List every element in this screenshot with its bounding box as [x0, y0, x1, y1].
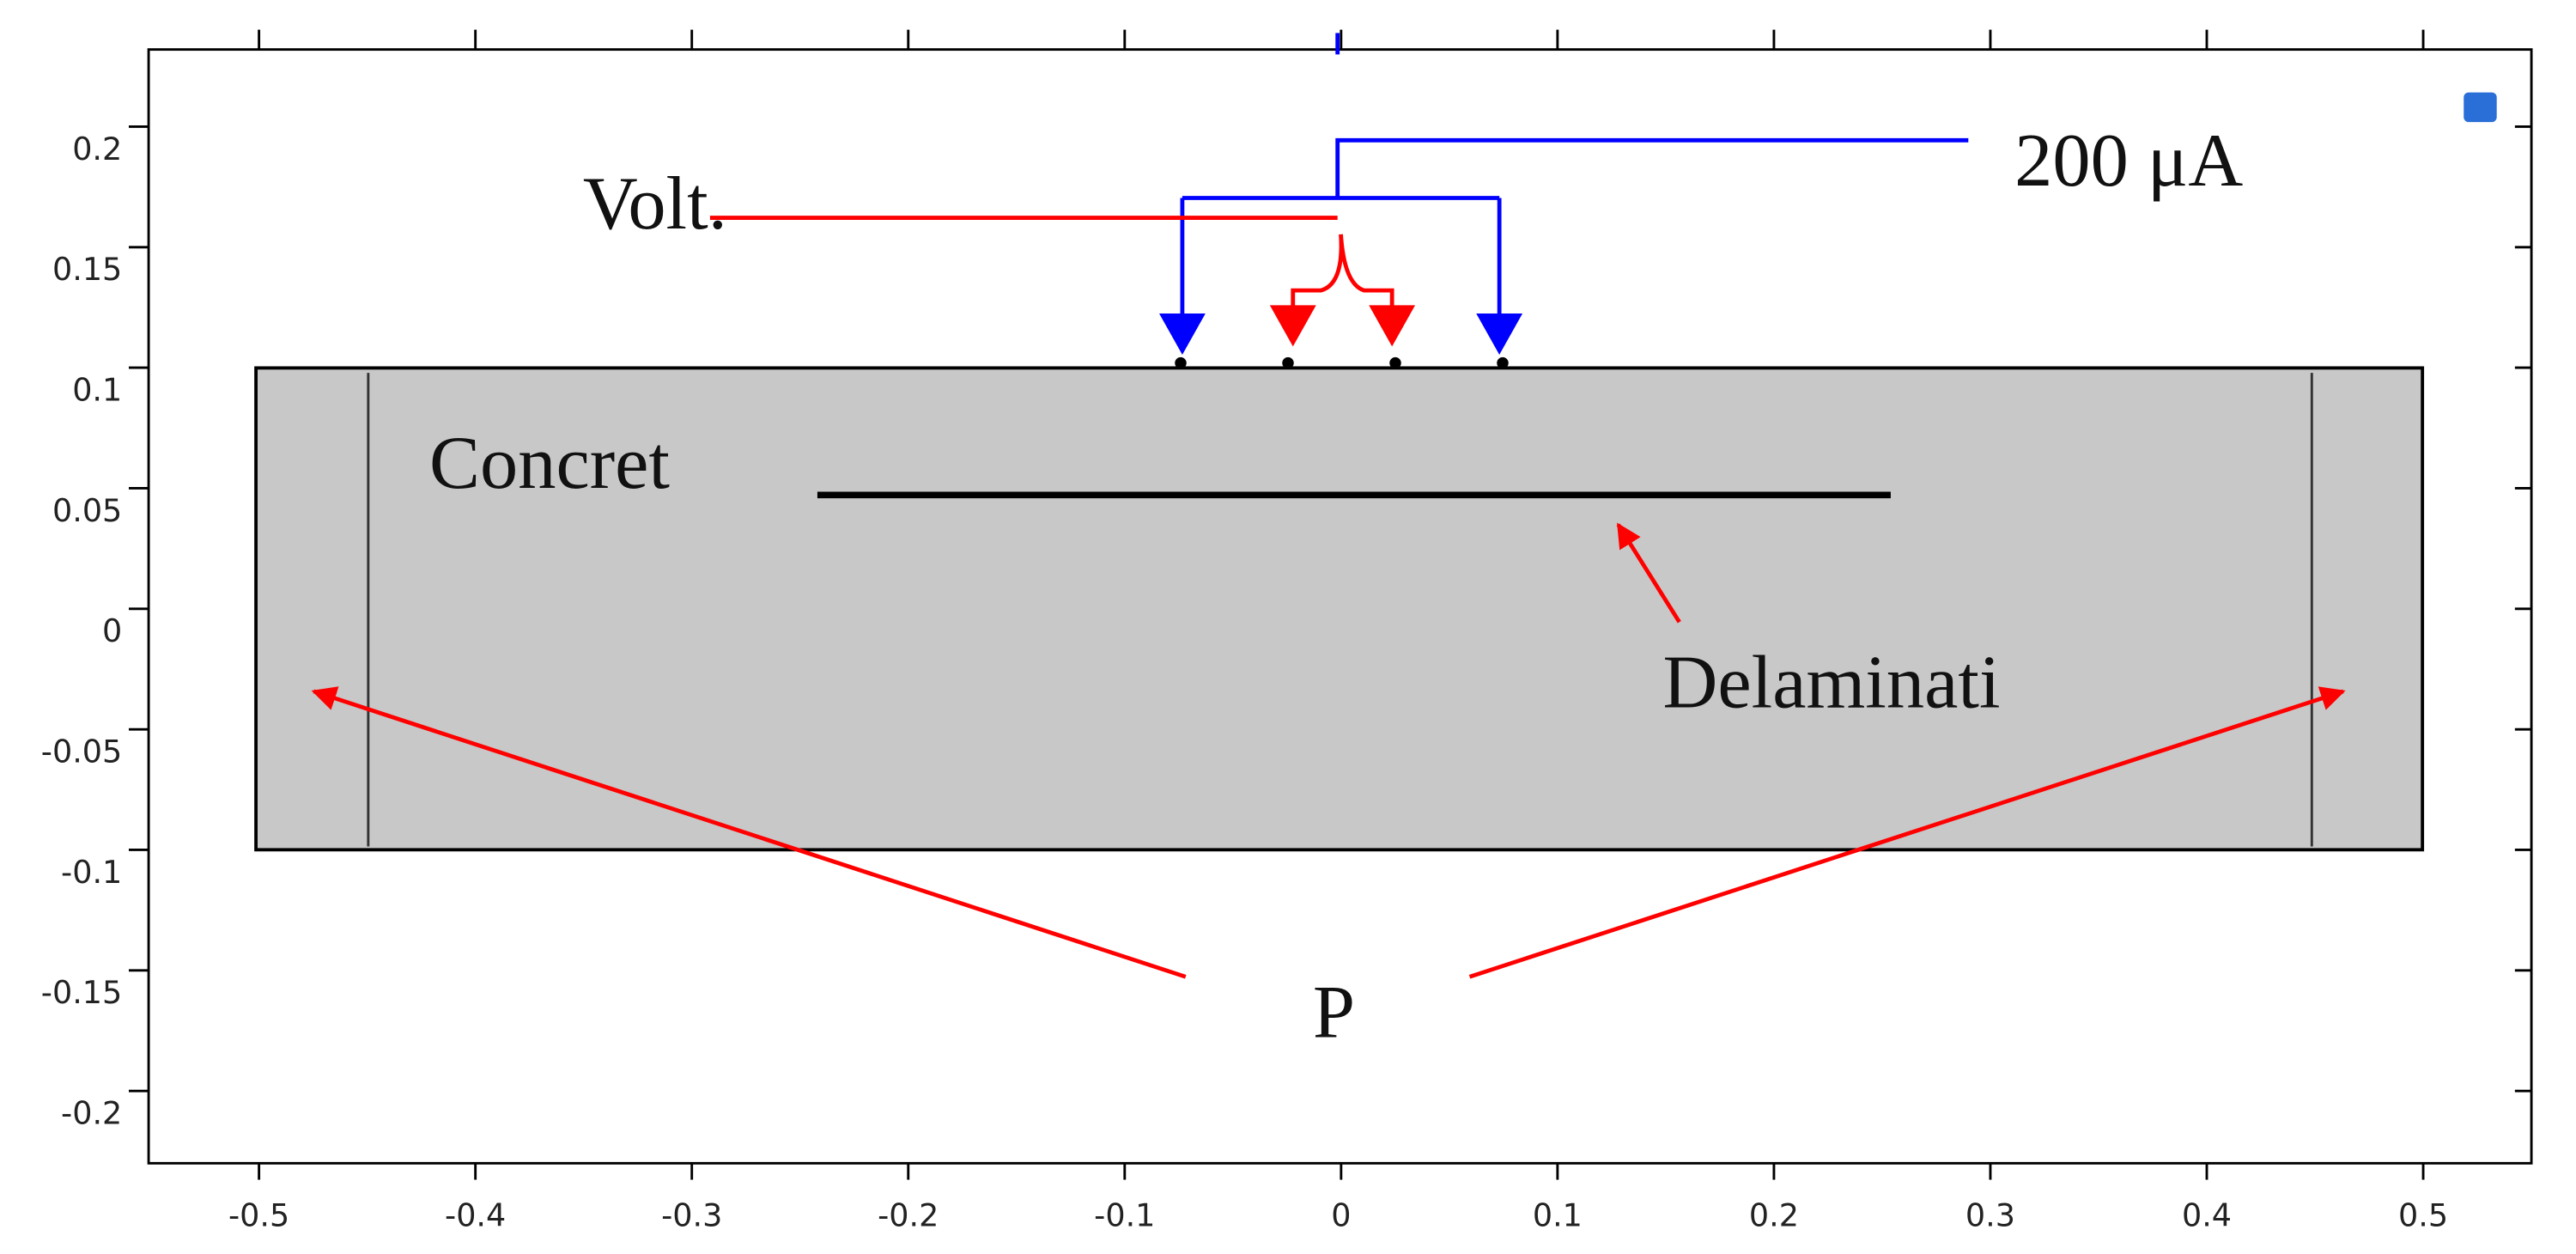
x-tick-label: 0.5 [2398, 1196, 2448, 1233]
probes-label: P [1313, 971, 1355, 1055]
x-tick-label: 0.2 [1749, 1196, 1799, 1233]
x-tick-label: -0.3 [661, 1196, 722, 1233]
y-tick-label: 0.2 [72, 131, 122, 167]
y-tick-label: -0.2 [61, 1095, 122, 1132]
x-tick-label: -0.5 [228, 1196, 289, 1233]
y-tick-label: 0.15 [52, 251, 122, 288]
pointer-arrows [311, 522, 2346, 979]
current-arrowheads [1159, 314, 1523, 356]
x-tick-label: 0.3 [1965, 1196, 2015, 1233]
y-tick-label: 0 [102, 612, 122, 649]
concrete-label: Concret [429, 421, 670, 505]
voltage-wiring [709, 216, 1394, 311]
x-tick-label: -0.1 [1094, 1196, 1155, 1233]
y-tick-label: -0.1 [61, 854, 122, 891]
x-tick-label: 0.4 [2182, 1196, 2232, 1233]
x-tick-label: -0.4 [445, 1196, 506, 1233]
concrete-block [254, 366, 2425, 852]
x-tick-label: 0.1 [1533, 1196, 1583, 1233]
x-tick-label: -0.2 [878, 1196, 939, 1233]
y-tick-label: 0.05 [52, 492, 122, 529]
current-wiring [1180, 33, 1969, 317]
app-icon [2464, 92, 2497, 123]
voltage-arrowheads [1269, 305, 1416, 347]
y-tick-label: 0.1 [72, 372, 122, 409]
electrodes [1175, 356, 1509, 369]
voltage-label: Volt. [583, 161, 727, 246]
x-tick-label: 0 [1331, 1196, 1351, 1233]
y-tick-label: -0.15 [41, 974, 123, 1011]
delamination-label: Delaminati [1663, 640, 2001, 724]
y-tick-label: -0.05 [41, 734, 123, 770]
current-label: 200 μA [2014, 119, 2243, 203]
